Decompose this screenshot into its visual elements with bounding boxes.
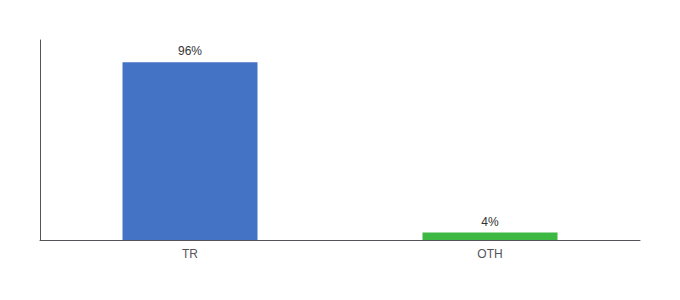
svg-text:OTH: OTH: [477, 247, 502, 261]
svg-text:96%: 96%: [178, 44, 202, 58]
svg-text:TR: TR: [182, 247, 198, 261]
svg-text:4%: 4%: [481, 215, 499, 229]
